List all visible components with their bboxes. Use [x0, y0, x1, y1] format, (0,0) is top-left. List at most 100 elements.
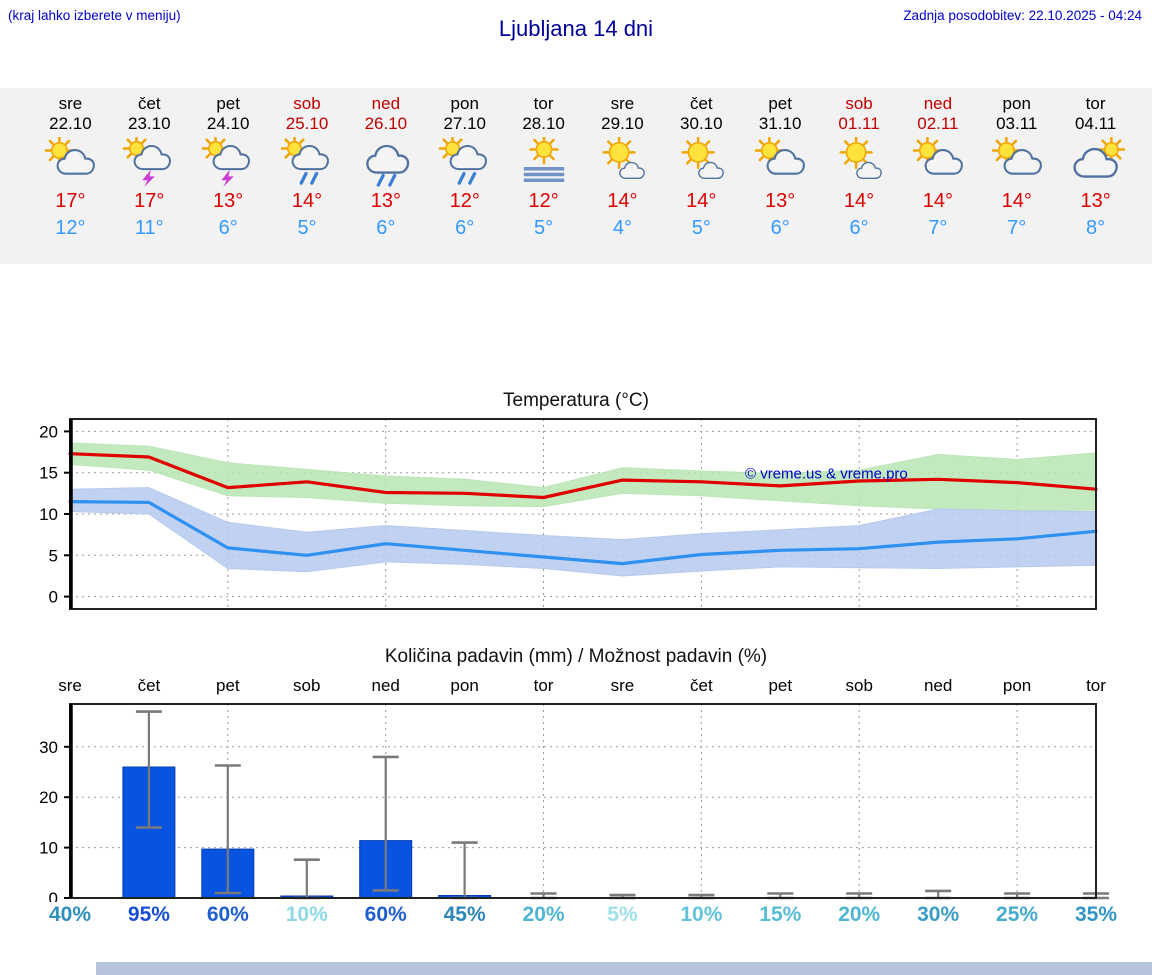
day-name: pon — [1002, 94, 1031, 113]
precip-probability: 25% — [996, 903, 1039, 926]
watermark-link[interactable]: © vreme.us & vreme.pro — [745, 466, 908, 483]
day-name: sob — [293, 94, 321, 113]
day-date: 31.10 — [758, 114, 802, 133]
day-date: 24.10 — [206, 114, 250, 133]
day-weather-icon — [741, 135, 820, 189]
day-name: pet — [768, 94, 792, 113]
day-weather-icon — [31, 135, 110, 189]
day-weather-icon — [504, 134, 583, 189]
day-name: pet — [216, 94, 240, 113]
precip-probability: 40% — [48, 903, 92, 926]
day-column: sre 22.10 17° 12° — [31, 88, 110, 264]
day-high-temp: 12° — [528, 190, 559, 212]
day-weather-icon — [977, 135, 1056, 189]
day-column: čet 23.10 17° 11° — [110, 88, 189, 264]
precip-probability: 10% — [285, 903, 328, 926]
partly-cloudy-icon — [45, 135, 96, 175]
day-high-temp: 14° — [291, 190, 323, 212]
day-weather-icon — [425, 134, 504, 189]
day-column: sre 29.10 14° 4° — [583, 88, 662, 264]
partly-cloudy-icon — [912, 135, 963, 175]
day-column: pon 03.11 14° 7° — [977, 88, 1056, 264]
rain-showers-icon — [438, 134, 487, 185]
precip-day-label: pon — [1002, 676, 1032, 695]
day-name: tor — [533, 94, 554, 113]
page-title: Ljubljana 14 dni — [498, 16, 654, 41]
precip-probability: 5% — [607, 903, 638, 926]
forecast-strip: sre 22.10 17° 12° čet 23.10 17° 11° pet 24.10 13° 6… — [0, 88, 1152, 264]
day-low-temp: 6° — [455, 217, 475, 239]
day-column: ned 26.10 13° 6° — [346, 88, 425, 264]
svg-text:5: 5 — [49, 546, 58, 565]
day-high-temp: 13° — [370, 190, 401, 212]
day-date: 30.10 — [680, 114, 723, 133]
fog-icon — [523, 134, 564, 182]
day-date: 04.11 — [1074, 114, 1117, 133]
precip-day-label: sob — [293, 676, 321, 695]
rain-icon — [366, 144, 410, 187]
partly-cloudy-icon — [991, 135, 1042, 175]
precip-probability: 20% — [522, 903, 565, 926]
day-name: čet — [689, 94, 713, 113]
day-high-temp: 17° — [55, 190, 86, 212]
day-low-temp: 5° — [691, 217, 711, 239]
svg-text:0: 0 — [49, 588, 58, 607]
day-weather-icon — [1056, 135, 1135, 189]
location-hint: (kraj lahko izberete v meniju) — [8, 8, 181, 23]
day-weather-icon — [268, 134, 347, 189]
thunderstorm-icon — [123, 134, 172, 187]
svg-text:20: 20 — [39, 422, 58, 441]
day-date: 01.11 — [838, 114, 880, 133]
day-date: 22.10 — [49, 114, 92, 133]
mostly-sunny-icon — [602, 135, 646, 179]
day-date: 27.10 — [443, 114, 486, 133]
day-column: pet 31.10 13° 6° — [741, 88, 820, 264]
day-column: čet 30.10 14° 5° — [662, 88, 741, 264]
precip-probability: 60% — [206, 903, 249, 926]
day-column: pon 27.10 12° 6° — [425, 88, 504, 264]
precip-probability: 20% — [838, 903, 881, 926]
precip-day-label: sre — [610, 676, 635, 695]
precip-probability: 60% — [364, 903, 407, 926]
day-low-temp: 7° — [1007, 217, 1027, 239]
day-name: sre — [58, 94, 83, 113]
day-date: 23.10 — [128, 114, 171, 133]
day-low-temp: 6° — [376, 217, 396, 239]
precip-probability: 35% — [1074, 903, 1118, 926]
day-high-temp: 14° — [686, 190, 717, 212]
day-high-temp: 14° — [607, 190, 638, 212]
precip-probability: 95% — [127, 903, 170, 926]
svg-text:0: 0 — [49, 889, 58, 902]
day-low-temp: 8° — [1086, 217, 1106, 239]
mostly-sunny-icon — [839, 135, 882, 179]
svg-text:20: 20 — [39, 788, 58, 807]
day-date: 02.11 — [917, 114, 959, 133]
mostly-sunny-icon — [681, 135, 725, 179]
day-weather-icon — [346, 137, 425, 189]
day-high-temp: 13° — [765, 190, 796, 212]
precipitation-chart-title: Količina padavin (mm) / Možnost padavin … — [384, 646, 768, 667]
precip-probability: 10% — [680, 903, 723, 926]
day-low-temp: 5° — [534, 217, 554, 239]
precip-day-label: ned — [371, 676, 400, 695]
precipitation-chart: 0 10 20 30 — [39, 703, 1109, 902]
bottom-scrollbar[interactable] — [96, 962, 1152, 975]
precip-day-label: čet — [690, 676, 713, 695]
day-weather-icon — [110, 134, 189, 189]
day-column: sob 01.11 14° 6° — [820, 88, 899, 264]
day-weather-icon — [189, 134, 268, 189]
day-date: 28.10 — [522, 114, 565, 133]
day-low-temp: 6° — [218, 217, 238, 239]
precip-day-label: sob — [845, 676, 873, 695]
day-date: 03.11 — [996, 114, 1038, 133]
precip-day-label: pet — [216, 676, 240, 695]
day-name: čet — [137, 94, 161, 113]
day-weather-icon — [583, 135, 662, 189]
day-low-temp: 4° — [612, 217, 632, 239]
day-column: tor 04.11 13° 8° — [1056, 88, 1135, 264]
day-low-temp: 12° — [55, 217, 86, 239]
precip-probability: 30% — [917, 903, 960, 926]
day-weather-icon — [662, 135, 741, 189]
precip-day-label: ned — [923, 676, 953, 695]
